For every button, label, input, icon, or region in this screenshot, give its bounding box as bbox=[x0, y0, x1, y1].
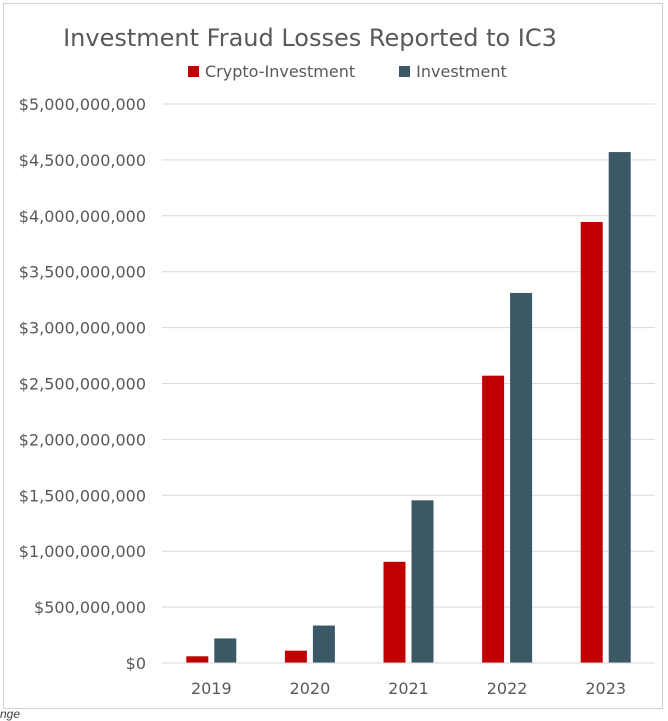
legend-label-crypto-investment: Crypto-Investment bbox=[205, 62, 356, 81]
y-tick-label: $0 bbox=[126, 654, 146, 673]
bar-investment-2019 bbox=[214, 638, 237, 663]
chart-frame bbox=[3, 3, 663, 709]
bar-investment-2021 bbox=[411, 500, 434, 663]
bar-investment-2023 bbox=[608, 152, 631, 663]
y-tick-label: $500,000,000 bbox=[34, 598, 146, 617]
y-tick-label: $5,000,000,000 bbox=[19, 95, 146, 114]
bar-investment-2022 bbox=[510, 292, 533, 663]
y-tick-label: $2,500,000,000 bbox=[19, 375, 146, 394]
bar-crypto-investment-2023 bbox=[580, 221, 603, 663]
y-tick-label: $3,500,000,000 bbox=[19, 263, 146, 282]
bar-investment-2020 bbox=[312, 625, 335, 663]
footnote-fragment: nge bbox=[0, 707, 21, 721]
y-tick-label: $4,500,000,000 bbox=[19, 151, 146, 170]
chart-legend: Crypto-Investment Investment bbox=[188, 62, 551, 81]
y-tick-label: $3,000,000,000 bbox=[19, 319, 146, 338]
y-tick-label: $4,000,000,000 bbox=[19, 207, 146, 226]
y-tick-label: $2,000,000,000 bbox=[19, 430, 146, 449]
bar-crypto-investment-2019 bbox=[186, 656, 209, 663]
legend-label-investment: Investment bbox=[416, 62, 507, 81]
y-tick-label: $1,500,000,000 bbox=[19, 486, 146, 505]
legend-swatch-crypto-investment bbox=[188, 66, 199, 77]
x-tick-label: 2019 bbox=[191, 679, 232, 698]
legend-item-investment: Investment bbox=[399, 62, 507, 81]
y-tick-label: $1,000,000,000 bbox=[19, 542, 146, 561]
x-tick-label: 2020 bbox=[290, 679, 331, 698]
x-tick-label: 2023 bbox=[585, 679, 626, 698]
x-tick-label: 2022 bbox=[487, 679, 528, 698]
bar-crypto-investment-2021 bbox=[383, 561, 406, 663]
bar-crypto-investment-2020 bbox=[284, 650, 307, 663]
bar-crypto-investment-2022 bbox=[482, 375, 505, 663]
legend-swatch-investment bbox=[399, 66, 411, 77]
x-tick-label: 2021 bbox=[388, 679, 429, 698]
legend-item-crypto-investment: Crypto-Investment bbox=[188, 62, 355, 81]
chart-title: Investment Fraud Losses Reported to IC3 bbox=[63, 24, 557, 52]
